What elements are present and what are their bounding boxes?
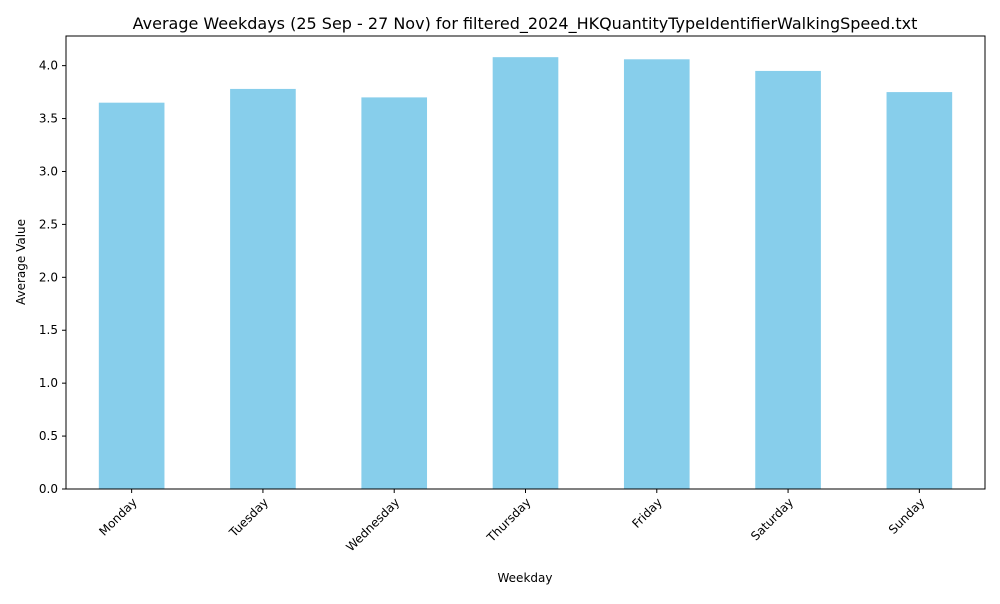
bar-sunday bbox=[886, 92, 953, 489]
y-tick-label: 1.0 bbox=[39, 376, 58, 390]
plot-frame bbox=[65, 35, 986, 490]
y-tick-label: 0.5 bbox=[39, 429, 58, 443]
y-tick-label: 2.0 bbox=[39, 270, 58, 284]
y-tick-label: 4.0 bbox=[39, 59, 58, 73]
bars-layer bbox=[98, 57, 953, 490]
y-tick-label: 3.5 bbox=[39, 112, 58, 126]
y-axis-label: Average Value bbox=[14, 219, 28, 305]
bar-thursday bbox=[492, 57, 559, 490]
bar-friday bbox=[623, 59, 690, 489]
chart-title: Average Weekdays (25 Sep - 27 Nov) for f… bbox=[133, 14, 918, 34]
bar-monday bbox=[98, 102, 165, 490]
bar-tuesday bbox=[230, 88, 296, 490]
bar-wednesday bbox=[361, 97, 428, 489]
y-tick-label: 1.5 bbox=[39, 323, 58, 337]
y-tick-label: 2.5 bbox=[39, 217, 58, 231]
y-tick-label: 0.0 bbox=[39, 482, 58, 496]
x-axis-label: Weekday bbox=[498, 571, 553, 585]
bar-saturday bbox=[755, 70, 821, 490]
y-tick-label: 3.0 bbox=[39, 164, 58, 178]
